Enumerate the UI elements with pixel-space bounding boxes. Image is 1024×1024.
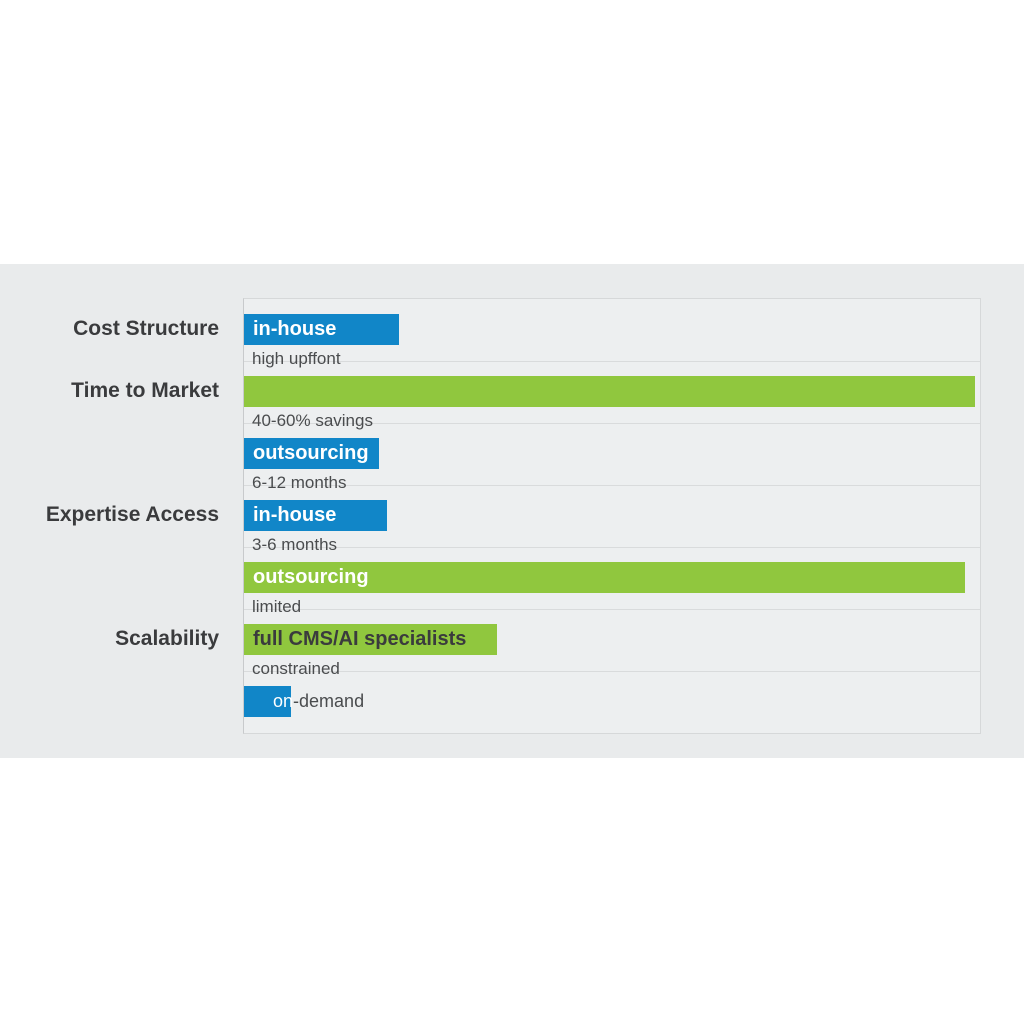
gridline	[244, 547, 980, 548]
bar-outsourcing: outsourcing	[244, 562, 966, 593]
category-label-time-to-market: Time to Market	[71, 378, 219, 402]
bar-sublabel: constrained	[252, 659, 340, 678]
bar-label: outsourcing	[253, 566, 369, 588]
category-label-expertise-access: Expertise Access	[45, 502, 219, 526]
bar-inline-label-part: on	[273, 691, 294, 711]
gridline	[244, 361, 980, 362]
bar-in-house: in-house	[244, 500, 387, 531]
bar-sublabel: 6-12 months	[252, 473, 347, 492]
gridline	[244, 423, 980, 424]
bar-inline-label-part: -demand	[293, 691, 365, 711]
bar-inline-label: on-demand	[273, 686, 364, 717]
bar-full-cms-ai-specialists: full CMS/AI specialists	[244, 624, 498, 655]
bar-label: outsourcing	[253, 442, 369, 464]
gridline	[244, 485, 980, 486]
bar-sublabel: high upffont	[252, 349, 341, 368]
bar-label: in-house	[253, 318, 337, 340]
bar-label: full CMS/AI specialists	[253, 628, 467, 650]
bar-label: in-house	[253, 504, 337, 526]
gridline	[244, 609, 980, 610]
bar-40-60-savings	[244, 376, 975, 407]
bar-sublabel: 3-6 months	[252, 535, 338, 554]
bar-sublabel: limited	[252, 597, 302, 616]
category-label-cost-structure: Cost Structure	[73, 316, 219, 340]
bar-on-demand	[244, 686, 292, 717]
plot-area: in-house high upffont 40-60% savings outsou…	[243, 298, 981, 734]
bar-sublabel: 40-60% savings	[252, 411, 373, 430]
bar-in-house: in-house	[244, 314, 400, 345]
chart-section: in-house high upffont 40-60% savings outsou…	[0, 264, 1024, 758]
bar-outsourcing: outsourcing	[244, 438, 380, 469]
gridline	[244, 671, 980, 672]
category-label-scalability: Scalability	[115, 626, 219, 650]
